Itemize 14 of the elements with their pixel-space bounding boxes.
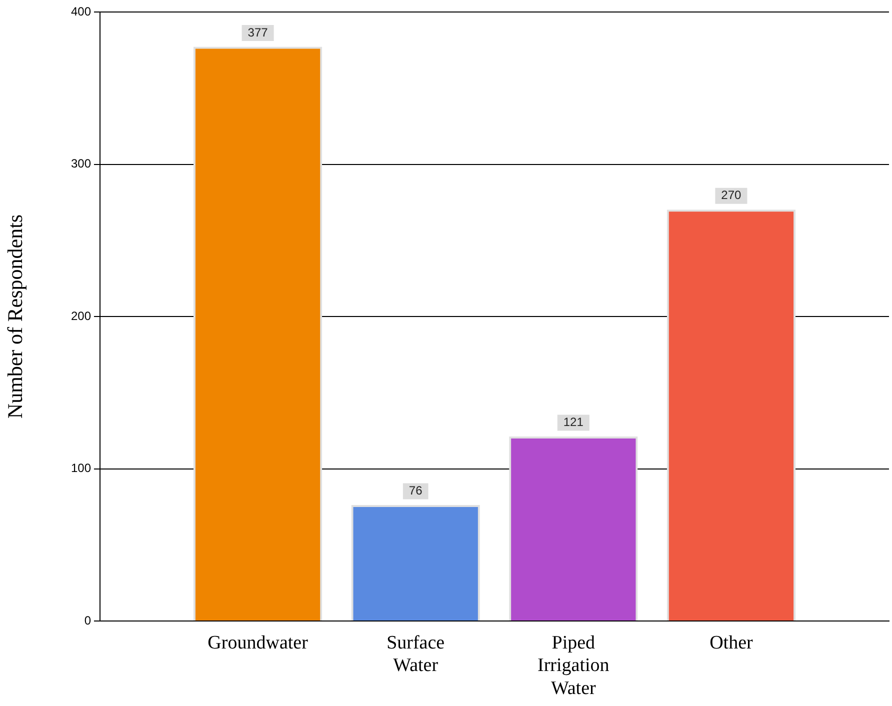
data-label: 377 (248, 25, 268, 40)
data-label: 76 (408, 484, 423, 498)
x-tick-label: Piped Irrigation Water (538, 632, 610, 699)
y-tick-label: 200 (70, 308, 92, 323)
y-tick-label: 300 (70, 156, 92, 171)
y-tick-label: 400 (70, 4, 92, 18)
y-tick-label: 100 (70, 461, 92, 476)
data-label: 270 (721, 188, 742, 202)
y-axis-title: Number of Respondents (3, 214, 28, 419)
x-tick-label: Other (710, 632, 754, 654)
x-tick-label: Groundwater (208, 632, 309, 654)
y-tick-label: 0 (84, 613, 92, 628)
data-label: 121 (563, 415, 584, 430)
x-tick-label: Surface Water (386, 632, 445, 676)
